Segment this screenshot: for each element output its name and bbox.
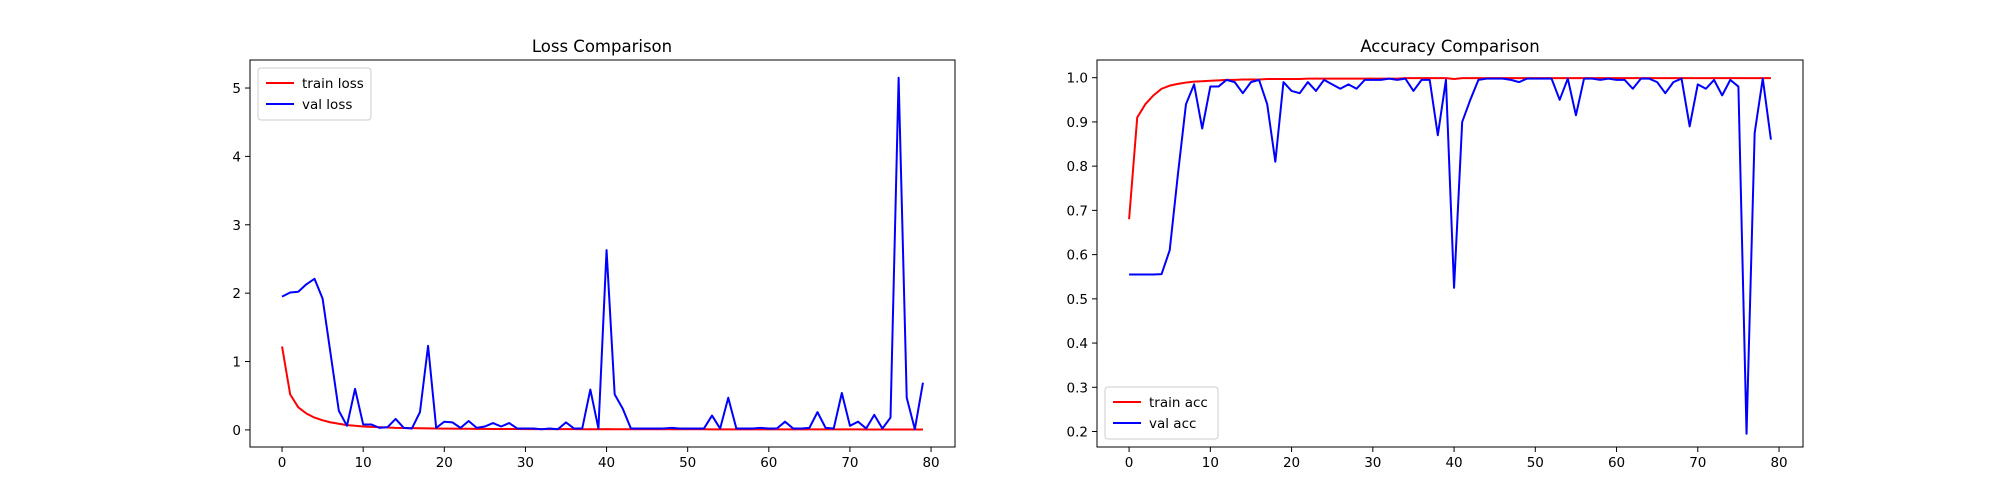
y-tick-label: 1	[232, 355, 241, 371]
x-tick-label: 10	[1202, 455, 1219, 471]
x-tick-label: 20	[436, 455, 453, 471]
x-tick-label: 30	[517, 455, 534, 471]
y-tick-label: 4	[232, 149, 241, 165]
y-tick-label: 2	[232, 286, 241, 302]
legend-box	[257, 67, 372, 121]
chart-title: Loss Comparison	[532, 37, 672, 56]
train-loss-line	[281, 346, 923, 431]
x-tick-label: 30	[1364, 455, 1381, 471]
x-tick-label: 40	[1445, 455, 1462, 471]
x-tick-label: 80	[1770, 455, 1787, 471]
legend-label: train loss	[302, 76, 364, 92]
x-tick-label: 20	[1283, 455, 1300, 471]
legend-label: val loss	[302, 97, 352, 113]
x-tick-label: 70	[1689, 455, 1706, 471]
y-tick-label: 1.0	[1067, 71, 1088, 87]
y-tick-label: 5	[232, 81, 241, 97]
y-tick-label: 0.6	[1067, 248, 1088, 264]
x-tick-label: 0	[1125, 455, 1134, 471]
x-tick-label: 0	[278, 455, 287, 471]
chart-title: Accuracy Comparison	[1360, 37, 1539, 56]
series-lines	[1128, 77, 1772, 435]
x-tick-label: 50	[1527, 455, 1544, 471]
axes-ticks: 0 10 20 30 40 50 60 70 80 0 1 2 3 4 5	[232, 81, 939, 471]
val-loss-line	[281, 76, 924, 431]
legend: train acc val acc	[1104, 386, 1219, 440]
val-acc-line	[1129, 77, 1772, 435]
y-tick-label: 0.5	[1067, 292, 1088, 308]
train-acc-line	[1128, 77, 1771, 220]
accuracy-chart: Accuracy Comparison 0 10 20 30 40 50 60 70 80 0.2…	[1067, 37, 1804, 471]
x-tick-label: 40	[598, 455, 615, 471]
x-tick-label: 70	[841, 455, 858, 471]
x-tick-label: 80	[922, 455, 939, 471]
loss-chart: Loss Comparison 0 10 20 30 40 50 60 70 80012345 …	[232, 37, 956, 471]
axes-frame	[249, 59, 956, 448]
y-tick-label: 0.8	[1067, 159, 1088, 175]
y-tick-label: 0.4	[1067, 336, 1088, 352]
x-tick-label: 60	[760, 455, 777, 471]
legend-box	[1104, 386, 1219, 440]
x-tick-label: 50	[679, 455, 696, 471]
y-tick-label: 0.3	[1067, 380, 1088, 396]
axes-frame	[1096, 59, 1804, 448]
y-tick-label: 0.7	[1067, 203, 1088, 219]
axes-ticks: 0 10 20 30 40 50 60 70 80 0.2 0.3 0.4 0.5 0.6 0.7 0.8 0.…	[1067, 71, 1788, 471]
series-lines	[281, 76, 924, 431]
y-tick-label: 3	[232, 218, 241, 234]
y-tick-label: 0.9	[1067, 115, 1088, 131]
legend: train loss val loss	[257, 67, 372, 121]
y-tick-label: 0.2	[1067, 425, 1088, 441]
x-tick-label: 10	[355, 455, 372, 471]
legend-label: val acc	[1149, 416, 1196, 432]
x-tick-label: 60	[1608, 455, 1625, 471]
legend-label: train acc	[1149, 395, 1208, 411]
y-tick-label: 0	[232, 423, 241, 439]
